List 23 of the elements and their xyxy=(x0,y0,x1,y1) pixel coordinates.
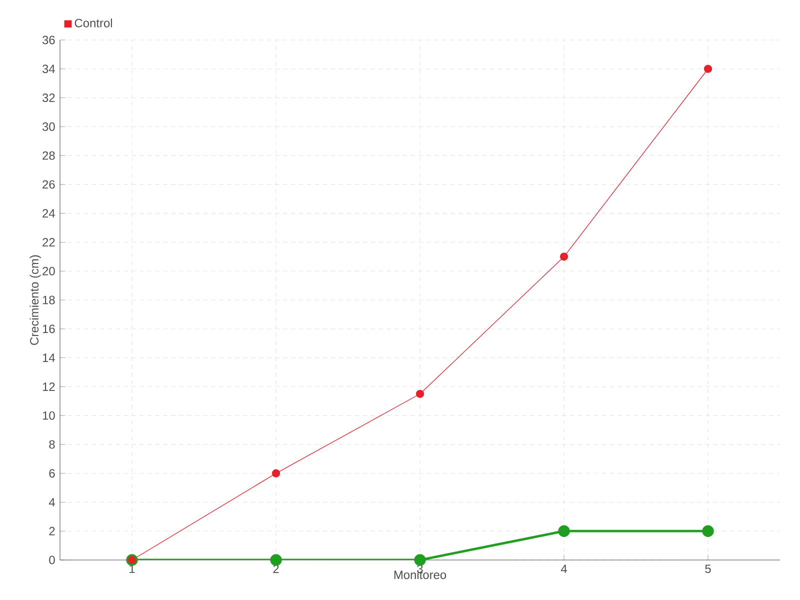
y-tick-label: 18 xyxy=(42,296,55,304)
y-tick-label: 2 xyxy=(49,526,55,536)
y-tick-label: 26 xyxy=(42,180,55,189)
y-tick-label: 8 xyxy=(49,440,55,449)
legend-label: Control xyxy=(74,18,112,28)
y-axis-title: Crecimiento (cm) xyxy=(30,255,41,345)
y-tick-label: 36 xyxy=(42,36,55,44)
y-tick-label: 16 xyxy=(42,324,55,334)
y-tick-label: 6 xyxy=(49,469,55,478)
y-tick-label: 14 xyxy=(42,354,55,362)
y-tick-label: 34 xyxy=(42,64,55,74)
y-tick-label: 20 xyxy=(42,266,55,276)
x-tick-label: 5 xyxy=(705,564,711,574)
y-tick-label: 10 xyxy=(42,411,55,420)
y-tick-label: 24 xyxy=(42,209,55,218)
y-tick-label: 32 xyxy=(42,94,55,102)
y-tick-label: 28 xyxy=(42,151,55,160)
y-tick-label: 4 xyxy=(48,498,55,506)
y-tick-label: 30 xyxy=(42,122,55,131)
y-tick-label: 12 xyxy=(42,382,55,391)
y-tick-label: 0 xyxy=(49,556,55,564)
y-tick-label: 22 xyxy=(42,238,55,246)
x-tick-label: 4 xyxy=(560,564,567,573)
